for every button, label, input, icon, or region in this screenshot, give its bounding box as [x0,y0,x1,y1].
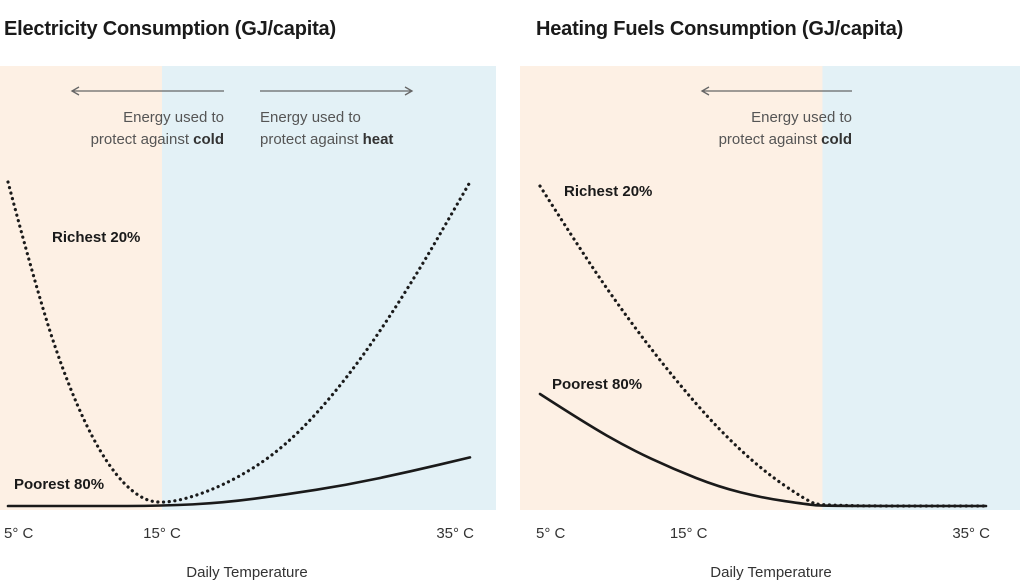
electricity-series-poorest-line [6,456,472,508]
heating-chart-title: Heating Fuels Consumption (GJ/capita) [536,18,904,40]
heating-x-tick-label: 35° C [952,525,990,542]
electricity-annotation-arrowhead-1 [70,86,80,96]
electricity-series-label-1: Richest 20% [52,229,140,246]
heating-series-label-2: Poorest 80% [552,376,642,393]
heating-series-poorest-line [538,392,988,508]
electricity-region-2 [162,66,496,510]
electricity-x-axis-title: Daily Temperature [186,564,307,581]
heating-annotation-line1: Energy used to [751,109,852,126]
electricity-annotation-2: Energy used to protect against heat [260,86,414,148]
heating-series-label-1: Richest 20% [564,183,652,200]
electricity-annotation-line1: Energy used to [123,109,224,126]
heating-series-richest-line [538,184,988,508]
heating-x-tick-label: 5° C [536,525,566,542]
heating-annotation-line2: protect against cold [719,131,852,148]
electricity-series-richest-line [6,180,472,504]
electricity-annotation-line1: Energy used to [260,109,361,126]
electricity-annotation-line2: protect against cold [91,131,224,148]
electricity-region-1 [0,66,162,510]
heating-region-2 [822,66,1020,510]
electricity-x-tick-label: 35° C [436,525,474,542]
heating-chart: Energy used to protect against cold Riches… [520,66,1020,581]
heating-x-axis-title: Daily Temperature [710,564,831,581]
electricity-chart-title: Electricity Consumption (GJ/capita) [4,18,336,40]
electricity-annotation-arrowhead-2 [404,86,414,96]
heating-annotation-arrowhead-1 [700,86,710,96]
heating-chart-panel: Heating Fuels Consumption (GJ/capita) En… [520,0,1024,585]
electricity-chart-panel: Electricity Consumption (GJ/capita) Ener… [0,0,500,585]
electricity-annotation-line2: protect against heat [260,131,393,148]
electricity-series-label-2: Poorest 80% [14,476,104,493]
heating-region-1 [520,66,823,510]
electricity-x-tick-label: 15° C [143,525,181,542]
electricity-x-tick-label: 5° C [4,525,34,542]
electricity-annotation-1: Energy used to protect against cold [70,86,224,148]
heating-x-tick-label: 15° C [670,525,708,542]
heating-annotation-1: Energy used to protect against cold [700,86,852,148]
